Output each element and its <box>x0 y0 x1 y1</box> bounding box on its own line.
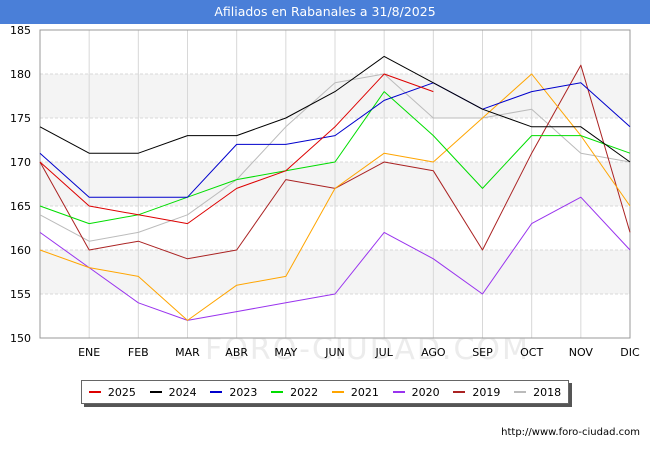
y-tick-label: 160 <box>10 244 31 257</box>
legend-item-2020: 2020 <box>392 385 440 399</box>
legend-label: 2019 <box>472 385 501 399</box>
x-tick-label: OCT <box>520 346 543 359</box>
y-tick-label: 180 <box>10 68 31 81</box>
x-tick-label: DIC <box>620 346 640 359</box>
x-tick-label: SEP <box>472 346 493 359</box>
y-tick-label: 185 <box>10 24 31 37</box>
legend-item-2023: 2023 <box>210 386 257 399</box>
legend-item-2024: 2024 <box>149 385 197 399</box>
y-tick-label: 150 <box>10 332 31 345</box>
series-line-2025 <box>39 73 434 225</box>
series-line-2020 <box>39 196 631 321</box>
source-url: http://www.foro-ciudad.com <box>501 427 640 438</box>
legend-label: 2020 <box>411 385 440 399</box>
legend-label: 2025 <box>107 385 136 399</box>
x-tick-label: FEB <box>128 346 149 359</box>
legend-item-2021: 2021 <box>331 385 379 399</box>
y-axis-ticks: 150 155 160 165 170 175 180 185 <box>10 24 31 345</box>
series-lines <box>39 55 631 321</box>
chart-title: Afiliados en Rabanales a 31/8/2025 <box>0 0 650 24</box>
x-tick-label: MAR <box>175 346 200 359</box>
x-tick-label: JUL <box>374 346 393 359</box>
legend-item-2025: 2025 <box>88 385 136 399</box>
legend-label: 2023 <box>229 385 258 399</box>
legend-item-2018: 2018 <box>514 386 561 399</box>
x-tick-label: MAY <box>274 346 297 359</box>
legend: 2025 2024 2023 2022 2021 2020 2019 2018 <box>81 380 569 404</box>
grid-lines <box>39 29 631 339</box>
legend-item-2022: 2022 <box>271 386 318 399</box>
legend-swatch <box>149 391 162 393</box>
y-tick-label: 175 <box>10 112 31 125</box>
y-tick-label: 165 <box>10 200 31 213</box>
legend-item-2019: 2019 <box>453 386 500 399</box>
legend-label: 2024 <box>168 385 197 399</box>
legend-label: 2018 <box>533 385 562 399</box>
legend-label: 2022 <box>290 385 319 399</box>
legend-label: 2021 <box>350 385 379 399</box>
x-tick-label: AGO <box>421 346 446 359</box>
x-tick-label: ABR <box>225 346 248 359</box>
series-line-2024 <box>39 55 631 163</box>
legend-swatch <box>331 391 344 393</box>
y-tick-label: 155 <box>10 288 31 301</box>
plot-border <box>39 29 631 339</box>
legend-swatch <box>271 391 284 393</box>
x-axis-ticks: ENE FEB MAR ABR MAY JUN JUL AGO SEP OCT NOV DIC <box>78 346 640 359</box>
x-tick-label: NOV <box>569 346 594 359</box>
legend-swatch <box>392 391 405 393</box>
y-tick-label: 170 <box>10 156 31 169</box>
x-tick-label: JUN <box>324 346 345 359</box>
legend-swatch <box>88 391 101 393</box>
series-line-2018 <box>39 73 631 242</box>
x-tick-label: ENE <box>78 346 100 359</box>
series-line-2023 <box>39 82 631 198</box>
legend-swatch <box>210 391 223 393</box>
legend-swatch <box>453 391 466 393</box>
legend-swatch <box>514 391 527 393</box>
series-line-2021 <box>39 73 631 321</box>
